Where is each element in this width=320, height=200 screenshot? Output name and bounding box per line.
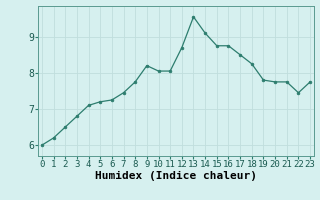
X-axis label: Humidex (Indice chaleur): Humidex (Indice chaleur)	[95, 171, 257, 181]
